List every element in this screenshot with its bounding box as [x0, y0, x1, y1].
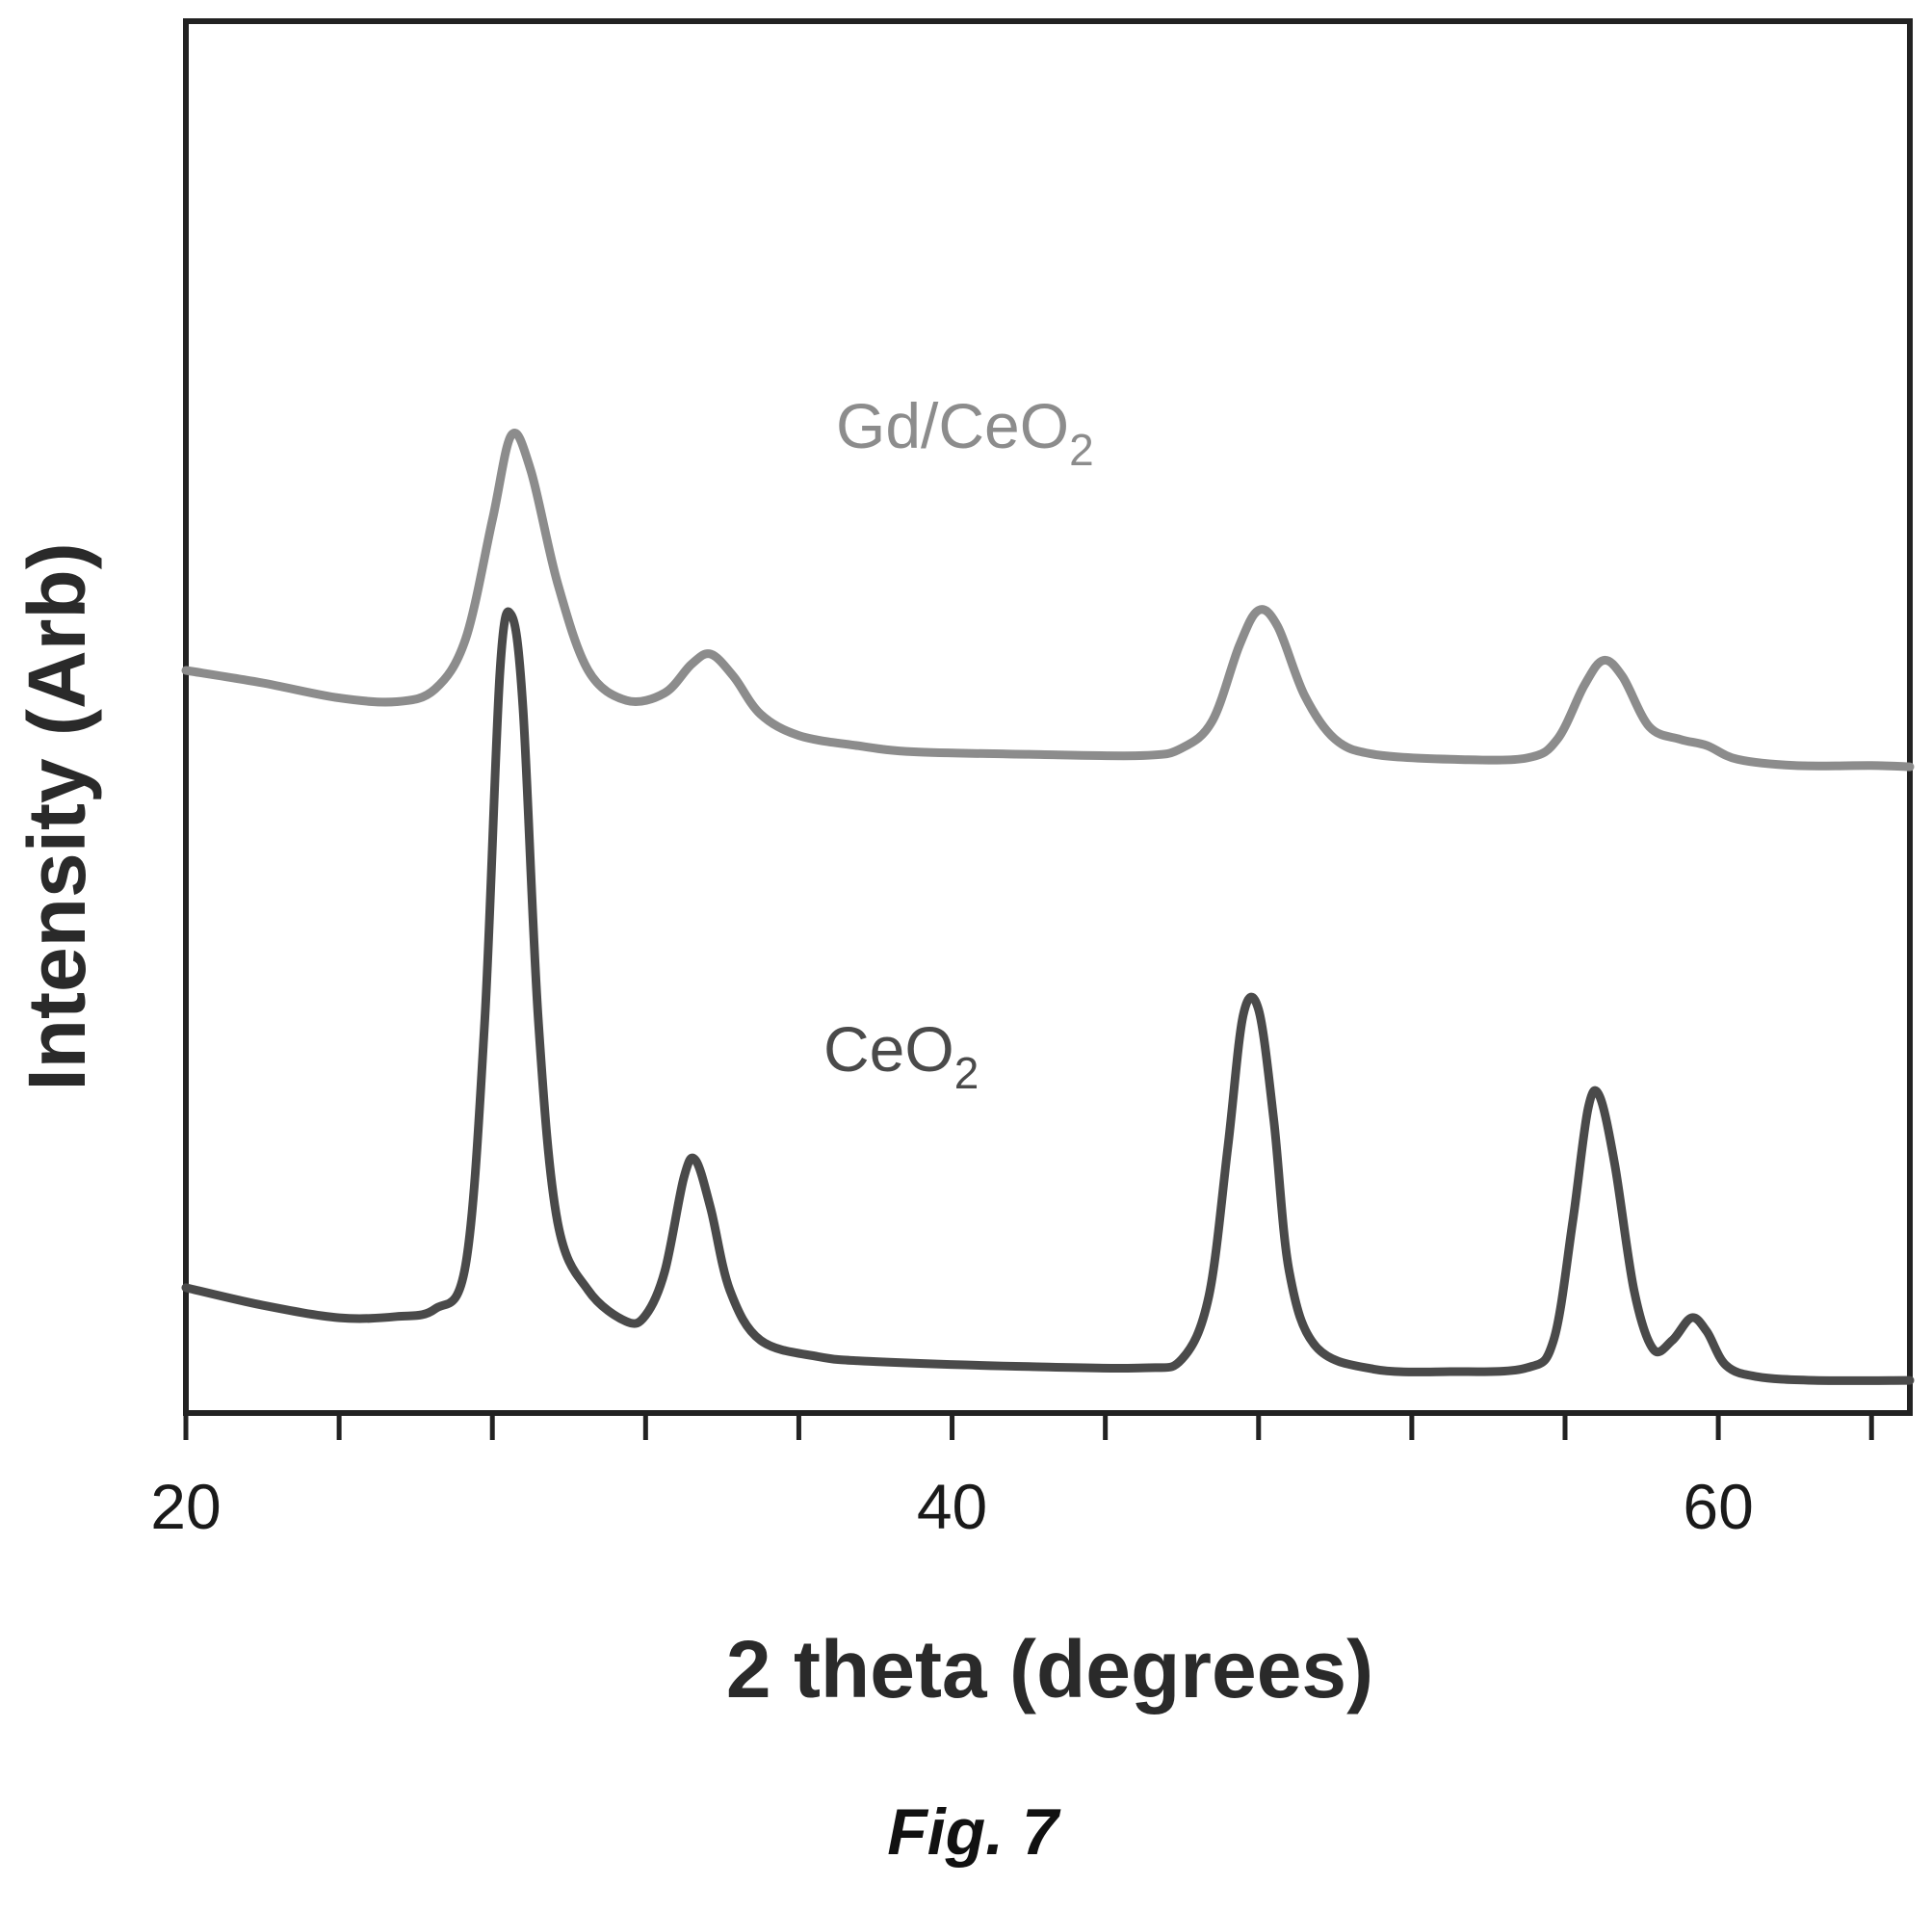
series-lines — [181, 429, 1915, 1385]
x-tick-label: 20 — [150, 1471, 221, 1542]
series-label-gd-ceo2: Gd/CeO2 — [836, 390, 1094, 475]
series-label-ceo2: CeO2 — [823, 1013, 979, 1098]
series-line-ceo2 — [181, 607, 1915, 1385]
x-axis-ticks — [183, 1413, 1874, 1440]
x-tick-label: 40 — [917, 1471, 987, 1542]
y-axis-title: Intensity (Arb) — [12, 542, 102, 1090]
figure-caption: Fig. 7 — [887, 1795, 1061, 1869]
series-label-ceo2-sub: 2 — [954, 1048, 979, 1098]
plot-frame — [183, 18, 1913, 1416]
x-axis-title: 2 theta (degrees) — [726, 1624, 1373, 1715]
series-label-gd-ceo2-sub: 2 — [1069, 425, 1094, 475]
x-axis-tick-labels: 20 40 60 — [150, 1471, 1754, 1542]
series-line-gd-ceo2 — [181, 429, 1915, 772]
series-label-ceo2-main: CeO — [823, 1013, 954, 1085]
series-label-gd-ceo2-main: Gd/CeO — [836, 390, 1069, 461]
x-tick-label: 60 — [1683, 1471, 1753, 1542]
